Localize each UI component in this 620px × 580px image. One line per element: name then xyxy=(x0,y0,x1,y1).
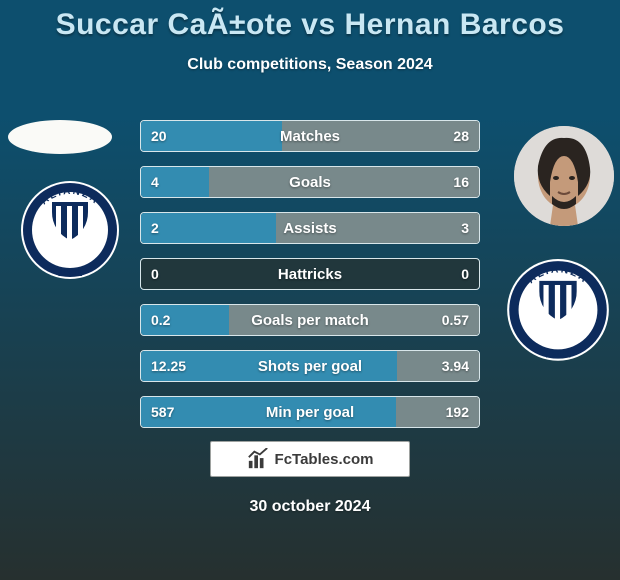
avatar-icon xyxy=(514,126,614,226)
svg-text:1901: 1901 xyxy=(545,349,571,361)
stat-bar-left xyxy=(141,351,397,381)
player-left-photo xyxy=(8,120,112,154)
stat-value-right: 0 xyxy=(461,259,469,289)
stat-row: Matches2028 xyxy=(140,120,480,152)
stat-value-left: 0 xyxy=(151,259,159,289)
stat-bar-right xyxy=(276,213,479,243)
shield-icon: ALIANZA 1901 xyxy=(506,258,610,368)
stat-row: Assists23 xyxy=(140,212,480,244)
stat-bar-right xyxy=(229,305,479,335)
stat-bar-right xyxy=(396,397,479,427)
stat-bar-right xyxy=(282,121,479,151)
stat-bar-right xyxy=(209,167,479,197)
stat-row: Min per goal587192 xyxy=(140,396,480,428)
stat-label: Hattricks xyxy=(141,259,479,289)
fctables-watermark: FcTables.com xyxy=(210,441,410,477)
stat-bar-left xyxy=(141,213,276,243)
shield-icon: ALIANZA 1901 xyxy=(20,180,120,286)
club-badge-right: ALIANZA 1901 xyxy=(506,258,610,368)
stats-comparison: Matches2028 Goals416 Assists23 Hattricks0 0 G… xyxy=(140,120,480,442)
page-title: Succar CaÃ±ote vs Hernan Barcos xyxy=(0,0,620,42)
stat-bar-left xyxy=(141,305,229,335)
stat-row: Hattricks0 0 xyxy=(140,258,480,290)
stat-bar-left xyxy=(141,121,282,151)
svg-text:1901: 1901 xyxy=(58,267,82,279)
stat-row: Goals416 xyxy=(140,166,480,198)
stat-bar-right xyxy=(397,351,479,381)
club-badge-left: ALIANZA 1901 xyxy=(20,180,120,286)
stat-bar-left xyxy=(141,167,209,197)
bar-chart-icon xyxy=(247,448,269,470)
stat-bar-left xyxy=(141,397,396,427)
page-subtitle: Club competitions, Season 2024 xyxy=(0,56,620,74)
stat-row: Shots per goal12.253.94 xyxy=(140,350,480,382)
infographic-date: 30 october 2024 xyxy=(0,498,620,516)
stat-row: Goals per match0.20.57 xyxy=(140,304,480,336)
player-right-photo xyxy=(514,126,614,226)
fctables-label: FcTables.com xyxy=(275,451,374,468)
